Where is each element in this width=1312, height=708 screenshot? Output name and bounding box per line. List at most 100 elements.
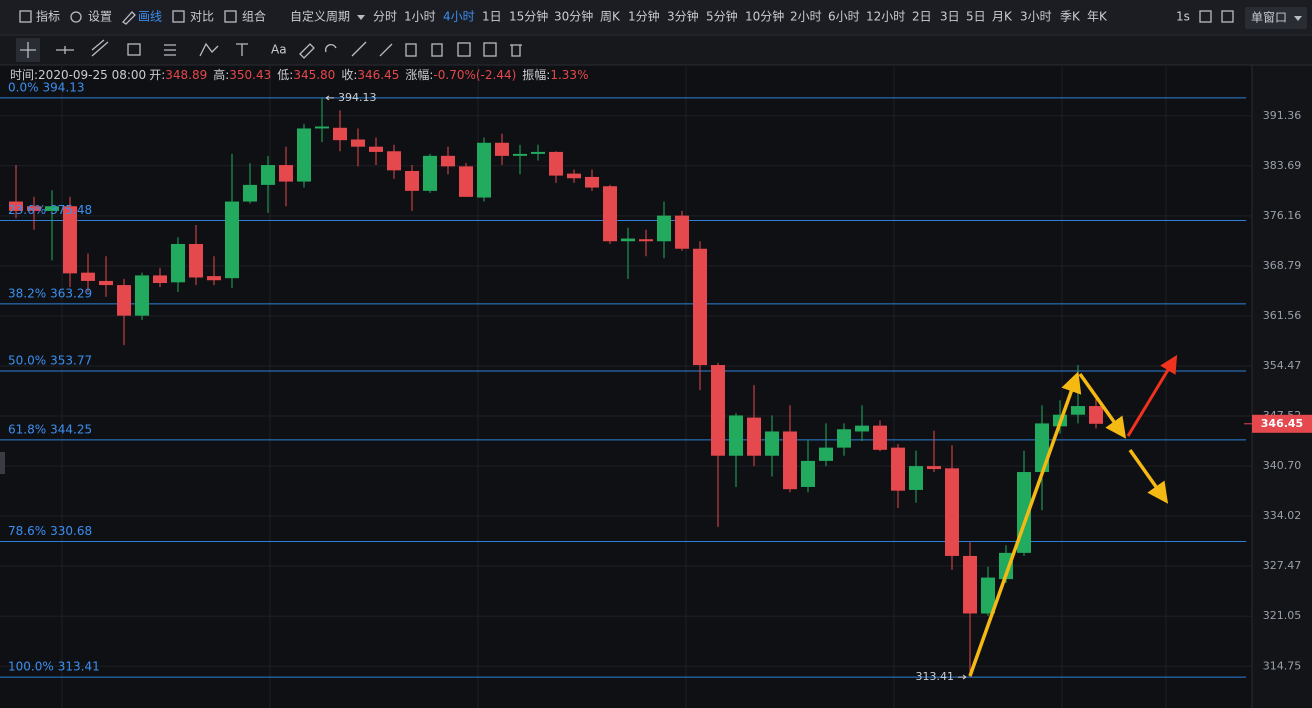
candle-body bbox=[837, 429, 851, 448]
y-tick-label: 340.70 bbox=[1263, 459, 1302, 472]
period-button[interactable]: 10分钟 bbox=[745, 9, 784, 24]
last-price-tag bbox=[1252, 414, 1312, 433]
y-tick-label: 361.56 bbox=[1263, 309, 1302, 322]
max-label: 394.13 bbox=[338, 91, 377, 104]
candle-body bbox=[567, 173, 581, 179]
candle-body bbox=[351, 139, 365, 147]
min-arrow bbox=[958, 674, 967, 680]
toolbar-bg bbox=[0, 0, 1312, 35]
info-line: 时间:2020-09-25 08:00 开:348.89 高:350.43 低:345… bbox=[10, 67, 588, 82]
fib-value: 375.48 bbox=[50, 203, 92, 217]
y-tick-label: 376.16 bbox=[1263, 209, 1302, 222]
trend-arrows bbox=[968, 354, 1178, 677]
candle-body bbox=[9, 201, 23, 211]
info-label: 涨幅: bbox=[405, 67, 433, 82]
info-label: 振幅: bbox=[522, 67, 550, 82]
y-tick-label: 368.79 bbox=[1263, 259, 1302, 272]
fib-value: 313.41 bbox=[58, 660, 100, 674]
candle-body bbox=[405, 170, 419, 191]
candle-body bbox=[765, 431, 779, 456]
period-button[interactable]: 5分钟 bbox=[706, 9, 738, 24]
period-button[interactable]: 4小时 bbox=[443, 10, 475, 24]
fib-label: 61.8% bbox=[8, 422, 46, 436]
candle-body bbox=[27, 206, 41, 211]
period-button[interactable]: 周K bbox=[600, 10, 621, 24]
candle-body bbox=[1071, 406, 1085, 415]
window-label[interactable]: 单窗口 bbox=[1251, 11, 1287, 25]
candle-body bbox=[657, 215, 671, 242]
max-arrow bbox=[325, 95, 334, 101]
candle-body bbox=[135, 275, 149, 316]
candle-body bbox=[981, 577, 995, 614]
candle-body bbox=[189, 243, 203, 278]
candle-body bbox=[81, 272, 95, 281]
period-button[interactable]: 年K bbox=[1087, 10, 1108, 24]
period-button[interactable]: 1分钟 bbox=[628, 9, 660, 24]
period-button[interactable]: 5日 bbox=[966, 10, 986, 24]
info-label: 收: bbox=[341, 68, 357, 82]
candle-body bbox=[1089, 406, 1103, 424]
y-tick-label: 314.75 bbox=[1263, 659, 1302, 672]
period-button[interactable]: 30分钟 bbox=[554, 9, 593, 24]
candle-body bbox=[819, 447, 833, 461]
candle-body bbox=[495, 142, 509, 156]
candle-body bbox=[873, 425, 887, 450]
candle-body bbox=[117, 285, 131, 316]
period-button[interactable]: 2小时 bbox=[790, 10, 822, 24]
period-button[interactable]: 1日 bbox=[482, 10, 502, 24]
candle-body bbox=[855, 425, 869, 432]
period-button[interactable]: 季K bbox=[1060, 10, 1081, 24]
candle-body bbox=[369, 146, 383, 152]
fib-value: 353.77 bbox=[50, 353, 92, 367]
candle-body bbox=[333, 127, 347, 141]
window-button[interactable] bbox=[1245, 7, 1307, 29]
candle-body bbox=[513, 153, 527, 156]
fib-label: 38.2% bbox=[8, 286, 46, 300]
candle-body bbox=[711, 365, 725, 456]
side-tab[interactable] bbox=[0, 452, 5, 474]
period-button[interactable]: 1小时 bbox=[404, 10, 436, 24]
period-button[interactable]: 12小时 bbox=[866, 10, 905, 24]
y-tick-label: 334.02 bbox=[1263, 509, 1302, 522]
candle-body bbox=[675, 215, 689, 249]
tool-button[interactable]: 画线 bbox=[138, 10, 162, 24]
y-tick-label: 354.47 bbox=[1263, 359, 1302, 372]
tool-button[interactable]: 对比 bbox=[190, 10, 214, 24]
period-button[interactable]: 3日 bbox=[940, 10, 960, 24]
candle-body bbox=[297, 128, 311, 182]
fib-label: 0.0% bbox=[8, 80, 39, 94]
candle-body bbox=[549, 151, 563, 176]
min-label: 313.41 bbox=[916, 670, 955, 683]
custom-period[interactable]: 自定义周期 bbox=[290, 9, 350, 24]
candle-body bbox=[621, 238, 635, 242]
fib-value: 363.29 bbox=[50, 286, 92, 300]
fib-label: 50.0% bbox=[8, 353, 46, 367]
y-tick-label: 383.69 bbox=[1263, 159, 1302, 172]
period-button[interactable]: 15分钟 bbox=[509, 9, 548, 24]
candle-body bbox=[153, 275, 167, 283]
period-button[interactable]: 2日 bbox=[912, 10, 932, 24]
candle-body bbox=[639, 239, 653, 242]
candle-body bbox=[99, 280, 113, 286]
info-value: 1.33% bbox=[550, 68, 588, 82]
speed[interactable]: 1s bbox=[1176, 10, 1190, 24]
info-value: 346.45 bbox=[357, 68, 399, 82]
period-button[interactable]: 分时 bbox=[373, 10, 397, 24]
plot bbox=[0, 97, 1252, 678]
tool-button[interactable]: 指标 bbox=[36, 9, 60, 24]
y-tick-label: 391.36 bbox=[1263, 109, 1302, 122]
fib-label: 78.6% bbox=[8, 524, 46, 538]
period-button[interactable]: 月K bbox=[992, 10, 1013, 24]
candle-body bbox=[729, 415, 743, 456]
drawbar-bg bbox=[0, 35, 1312, 65]
tool-button[interactable]: 组合 bbox=[242, 9, 266, 24]
candle-body bbox=[171, 243, 185, 283]
tool-button[interactable]: 设置 bbox=[88, 10, 112, 24]
info-label: 高: bbox=[213, 67, 229, 82]
period-button[interactable]: 3小时 bbox=[1020, 10, 1052, 24]
candle-body bbox=[261, 165, 275, 185]
period-button[interactable]: 3分钟 bbox=[667, 9, 699, 24]
y-tick-label: 321.05 bbox=[1263, 609, 1302, 622]
text-tool[interactable]: Aa bbox=[271, 43, 287, 57]
period-button[interactable]: 6小时 bbox=[828, 10, 860, 24]
